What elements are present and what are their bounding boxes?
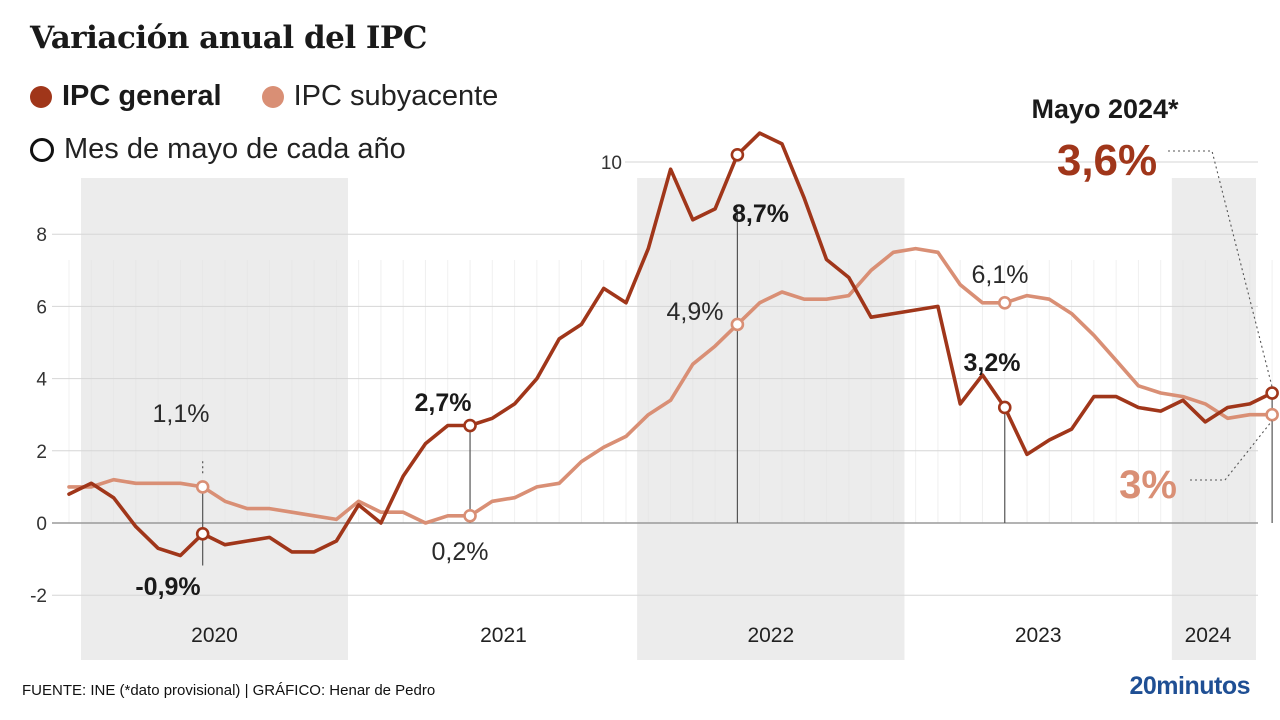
latest-general-value: 3,6% <box>1057 136 1157 185</box>
source-footer: FUENTE: INE (*dato provisional) | GRÁFIC… <box>22 682 436 699</box>
latest-subyacente-leader <box>1190 420 1273 481</box>
may-label-general-2020: -0,9% <box>135 573 200 601</box>
legend-general-label: IPC general <box>62 80 222 112</box>
brand-logo: 20minutos <box>1129 672 1250 700</box>
latest-subyacente-value: 3% <box>1119 463 1177 507</box>
year-label-2022: 2022 <box>747 624 794 647</box>
y-tick-label: 10 <box>601 153 622 174</box>
year-band-2020 <box>81 178 348 660</box>
may-label-subyacente-2022: 4,9% <box>667 298 724 326</box>
may-label-subyacente-2020: 1,1% <box>153 400 210 428</box>
may-marker-subyacente <box>1265 407 1279 422</box>
legend-mayo-marker <box>30 137 54 162</box>
year-label-2023: 2023 <box>1015 624 1062 647</box>
may-marker-subyacente <box>463 508 477 523</box>
y-tick-label: 0 <box>36 514 47 535</box>
year-band-2022 <box>637 178 905 660</box>
year-band-2024 <box>1171 178 1256 660</box>
may-label-general-2021: 2,7% <box>415 389 472 417</box>
y-tick-label: -2 <box>30 586 47 607</box>
may-marker-subyacente <box>997 295 1012 310</box>
may-marker-general <box>463 418 477 433</box>
y-tick-label: 2 <box>36 442 47 463</box>
y-tick-label: 4 <box>36 370 47 391</box>
legend-general-marker <box>30 85 52 108</box>
may-marker-general <box>195 527 210 541</box>
legend-subyacente-label: IPC subyacente <box>293 80 499 112</box>
y-tick-label: 8 <box>36 225 47 246</box>
legend-row-mayo: Mes de mayo de cada año <box>30 133 406 166</box>
chart-title: Variación anual del IPC <box>30 20 427 56</box>
may-marker-subyacente <box>195 480 210 494</box>
legend-row-series: IPC general IPC subyacente <box>30 80 498 113</box>
legend-mayo-label: Mes de mayo de cada año <box>64 133 406 165</box>
legend-subyacente-marker <box>261 85 284 108</box>
year-label-2024: 2024 <box>1185 624 1232 647</box>
may-marker-general <box>730 147 745 162</box>
may-label-subyacente-2021: 0,2% <box>432 538 489 566</box>
ipc-subyacente-line <box>67 246 1274 525</box>
ipc-general-line <box>67 131 1274 558</box>
may-label-general-2023: 3,2% <box>964 349 1021 377</box>
y-tick-label: 6 <box>36 297 47 318</box>
latest-period-label: Mayo 2024* <box>1031 94 1179 124</box>
may-marker-subyacente <box>730 317 745 332</box>
latest-general-leader <box>1168 150 1273 388</box>
year-label-2020: 2020 <box>191 624 238 647</box>
may-label-general-2022: 8,7% <box>732 200 789 228</box>
may-marker-general <box>997 400 1012 415</box>
may-marker-general <box>1265 386 1279 400</box>
year-label-2021: 2021 <box>480 624 527 647</box>
may-label-subyacente-2023: 6,1% <box>972 261 1029 289</box>
